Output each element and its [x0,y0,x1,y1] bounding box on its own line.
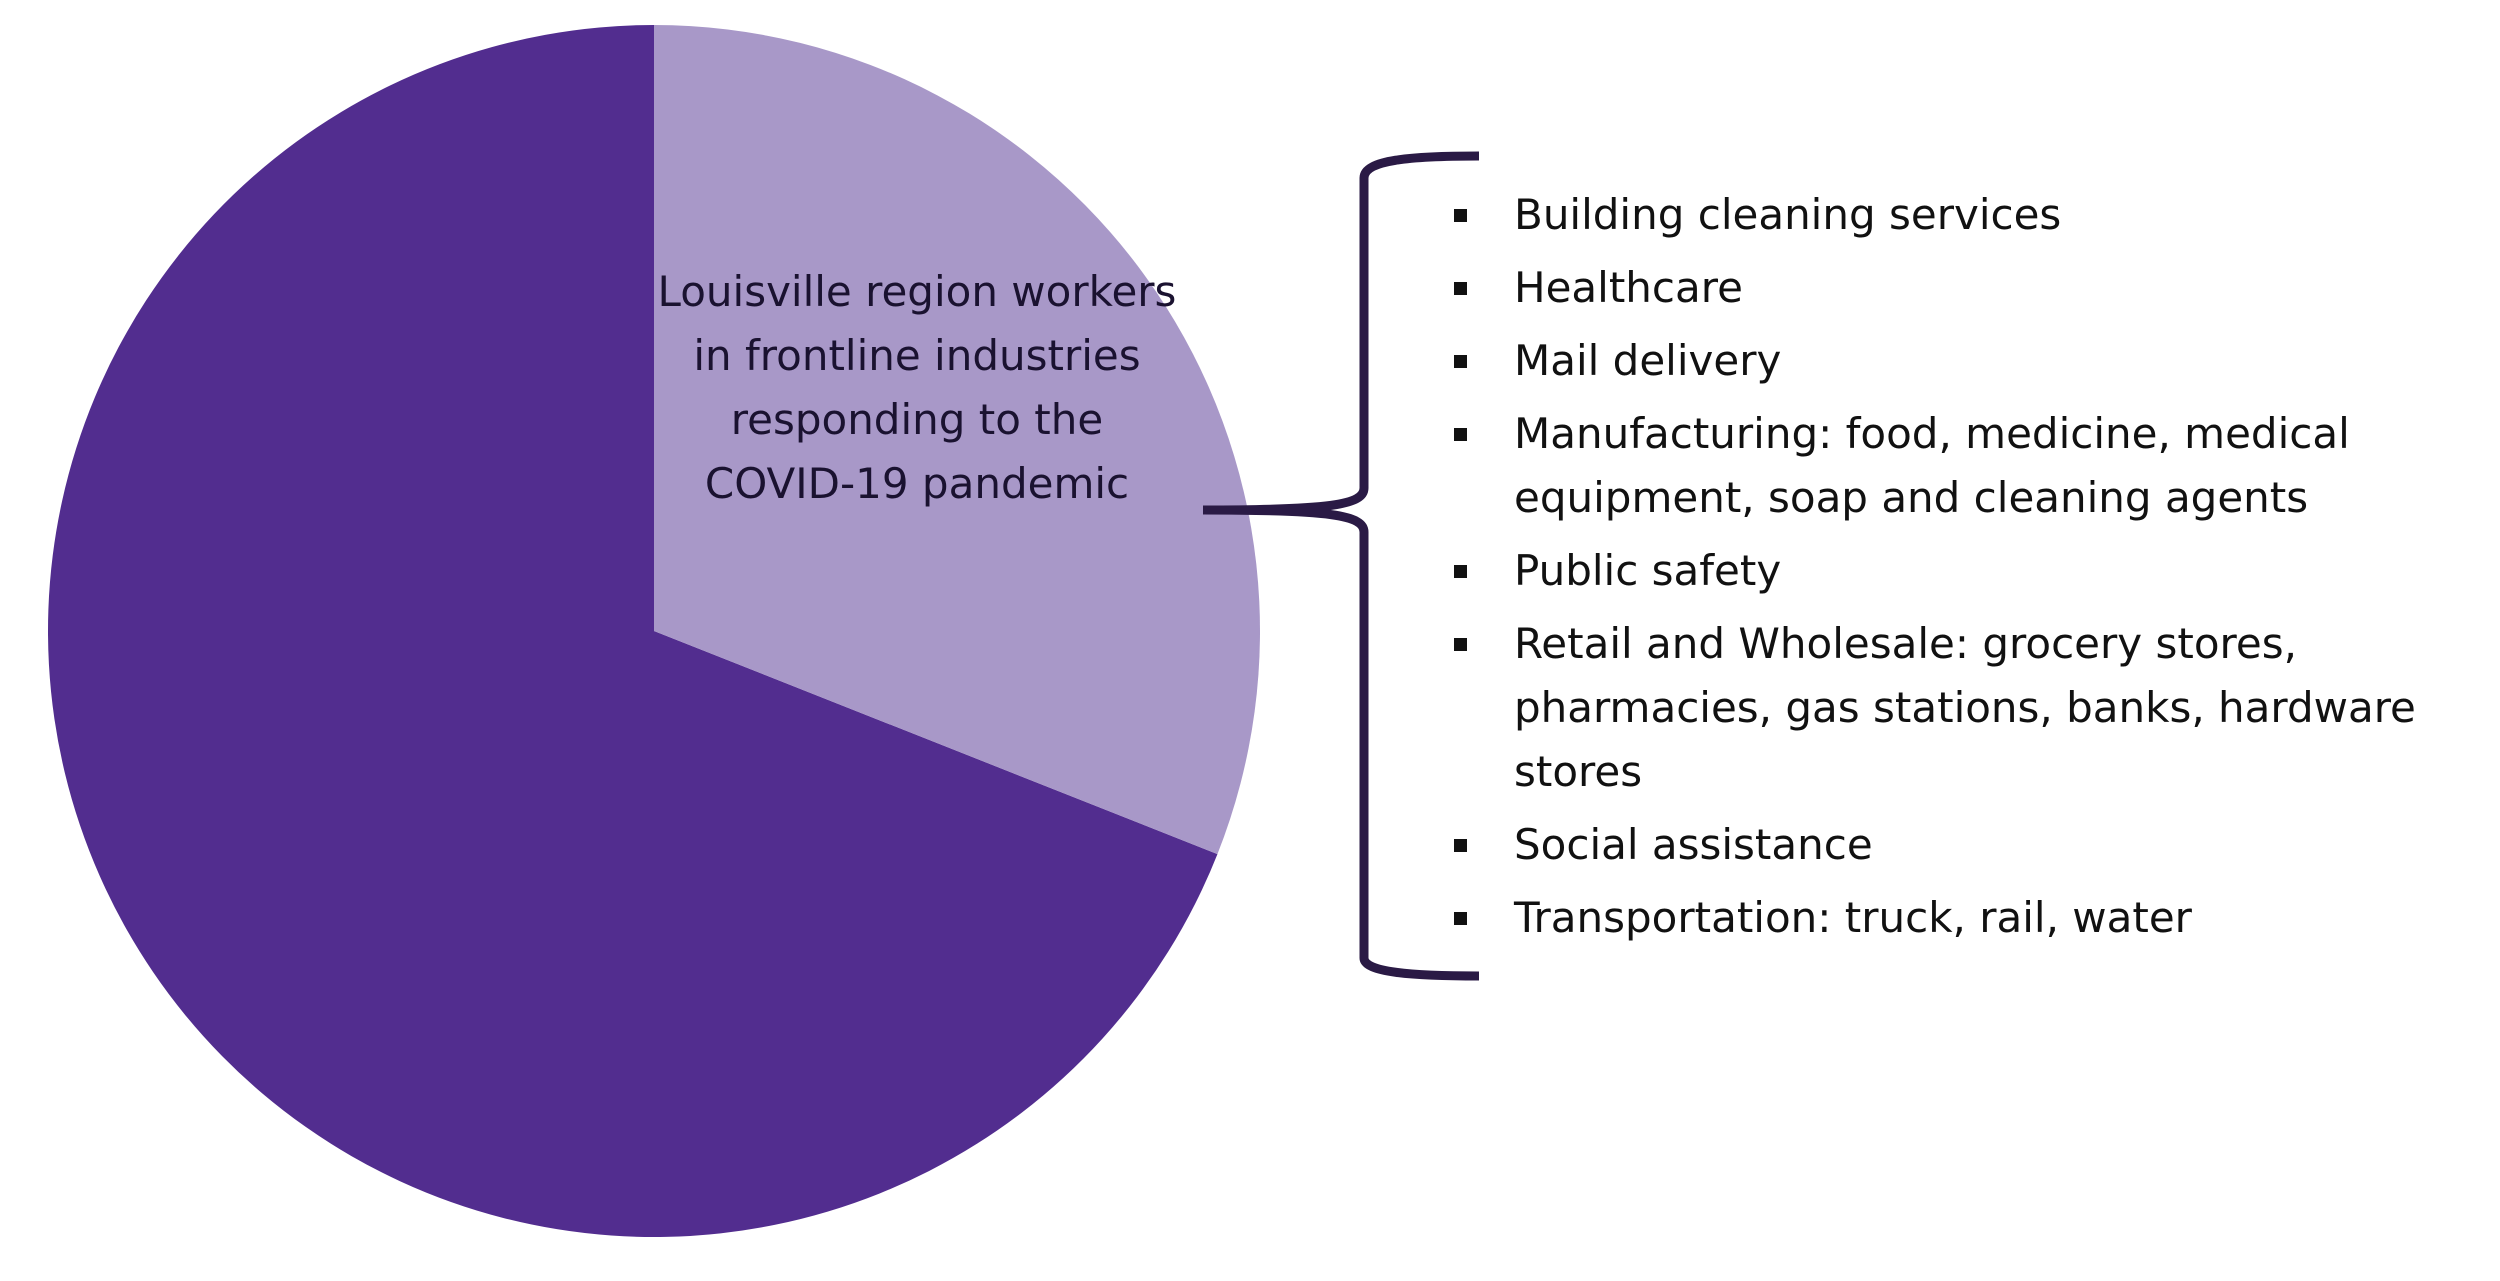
list-item: Mail delivery [1440,329,2470,393]
list-item-text: Healthcare [1514,263,1743,312]
list-item-text: Manufacturing: food, medicine, medical e… [1514,409,2350,522]
list-item-text: Building cleaning services [1514,190,2062,239]
list-item-text: Social assistance [1514,820,1873,869]
list-item-text: Mail delivery [1514,336,1782,385]
brace [1202,151,1480,981]
bullet [1454,912,1467,925]
list-item: Manufacturing: food, medicine, medical e… [1440,402,2470,530]
pie-slice [48,25,1218,1237]
list-item: Public safety [1440,539,2470,603]
bullet [1454,209,1467,222]
list-item: Retail and Wholesale: grocery stores, ph… [1440,612,2470,804]
list-item-text: Transportation: truck, rail, water [1514,893,2192,942]
bullet [1454,638,1467,651]
list-item-text: Public safety [1514,546,1782,595]
bullet [1454,355,1467,368]
bullet [1454,565,1467,578]
list-item: Building cleaning services [1440,183,2470,247]
industry-list: Building cleaning services Healthcare Mail… [1440,183,2470,959]
list-item: Transportation: truck, rail, water [1440,886,2470,950]
list-item: Healthcare [1440,256,2470,320]
bullet [1454,839,1467,852]
pie-slice [654,25,1260,855]
list-item-text: Retail and Wholesale: grocery stores, ph… [1514,619,2416,796]
bullet [1454,282,1467,295]
list-item: Social assistance [1440,813,2470,877]
bullet [1454,428,1467,441]
slice-label: Louisville region workers in frontline i… [657,267,1177,508]
